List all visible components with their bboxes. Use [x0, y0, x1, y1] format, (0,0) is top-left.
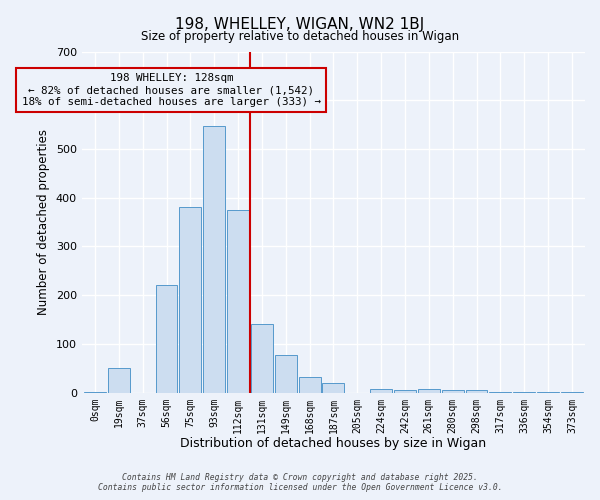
Bar: [275, 354, 297, 393]
Bar: [394, 390, 416, 392]
Y-axis label: Number of detached properties: Number of detached properties: [37, 129, 50, 315]
Bar: [203, 126, 225, 392]
Text: Contains HM Land Registry data © Crown copyright and database right 2025.
Contai: Contains HM Land Registry data © Crown c…: [98, 473, 502, 492]
Bar: [227, 210, 249, 392]
Bar: [370, 389, 392, 392]
Bar: [322, 383, 344, 392]
Bar: [108, 368, 130, 392]
Bar: [155, 286, 178, 393]
Text: 198 WHELLEY: 128sqm
← 82% of detached houses are smaller (1,542)
18% of semi-det: 198 WHELLEY: 128sqm ← 82% of detached ho…: [22, 74, 321, 106]
Bar: [466, 390, 487, 392]
Bar: [251, 324, 273, 392]
Bar: [299, 377, 320, 392]
Bar: [418, 389, 440, 392]
X-axis label: Distribution of detached houses by size in Wigan: Distribution of detached houses by size …: [181, 437, 487, 450]
Bar: [442, 390, 464, 392]
Text: Size of property relative to detached houses in Wigan: Size of property relative to detached ho…: [141, 30, 459, 43]
Text: 198, WHELLEY, WIGAN, WN2 1BJ: 198, WHELLEY, WIGAN, WN2 1BJ: [175, 18, 425, 32]
Bar: [179, 208, 202, 392]
